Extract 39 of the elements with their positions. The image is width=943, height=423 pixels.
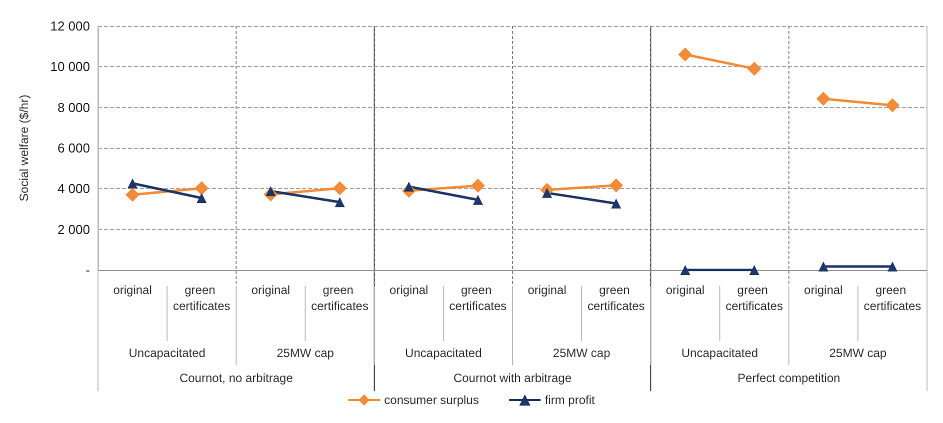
x-tick-label: original xyxy=(666,283,705,297)
point xyxy=(818,262,828,272)
x-tick-label: original xyxy=(113,283,152,297)
text: 25MW cap xyxy=(276,346,334,360)
point xyxy=(680,265,690,275)
y-tick-label: 4 000 xyxy=(57,181,90,196)
point xyxy=(196,193,207,204)
x-tick-label: green certificates xyxy=(726,283,783,313)
legend-label: consumer surplus xyxy=(384,393,479,407)
text: Cournot with arbitrage xyxy=(453,371,572,385)
point xyxy=(128,178,138,188)
text: 25MW cap xyxy=(829,346,887,360)
x-tick-label: green certificates xyxy=(172,283,230,313)
text: 25MW cap xyxy=(552,346,611,360)
text: Uncapacitated xyxy=(128,346,206,360)
text: Perfect competition xyxy=(737,371,840,385)
x-tick-label: green certificates xyxy=(864,283,922,313)
point xyxy=(887,262,898,272)
x-tick-label: green certificates xyxy=(449,283,507,313)
x-tick-label: green certificates xyxy=(587,283,645,313)
point xyxy=(126,188,140,202)
y-tick-label: - xyxy=(86,262,90,278)
x-tick-label: original xyxy=(251,283,290,297)
text: Cournot, no arbitrage xyxy=(179,371,294,385)
legend-label: firm profit xyxy=(544,393,596,407)
x-tick-label: original xyxy=(390,283,428,297)
point xyxy=(749,265,760,275)
y-tick-label: 8 000 xyxy=(57,100,90,115)
y-tick-label: 10 000 xyxy=(50,59,90,74)
x-tick-label: original xyxy=(528,283,566,297)
y-tick-label: 2 000 xyxy=(57,222,90,237)
text: Uncapacitated xyxy=(681,346,758,360)
y-axis-title: Social welfare ($/hr) xyxy=(17,94,31,202)
y-tick-label: 6 000 xyxy=(57,140,90,156)
x-tick-label: original xyxy=(804,283,843,297)
y-tick-label: 12 000 xyxy=(50,18,90,34)
text: Uncapacitated xyxy=(405,346,482,360)
x-tick-label: green certificates xyxy=(311,283,368,313)
point xyxy=(194,181,209,196)
